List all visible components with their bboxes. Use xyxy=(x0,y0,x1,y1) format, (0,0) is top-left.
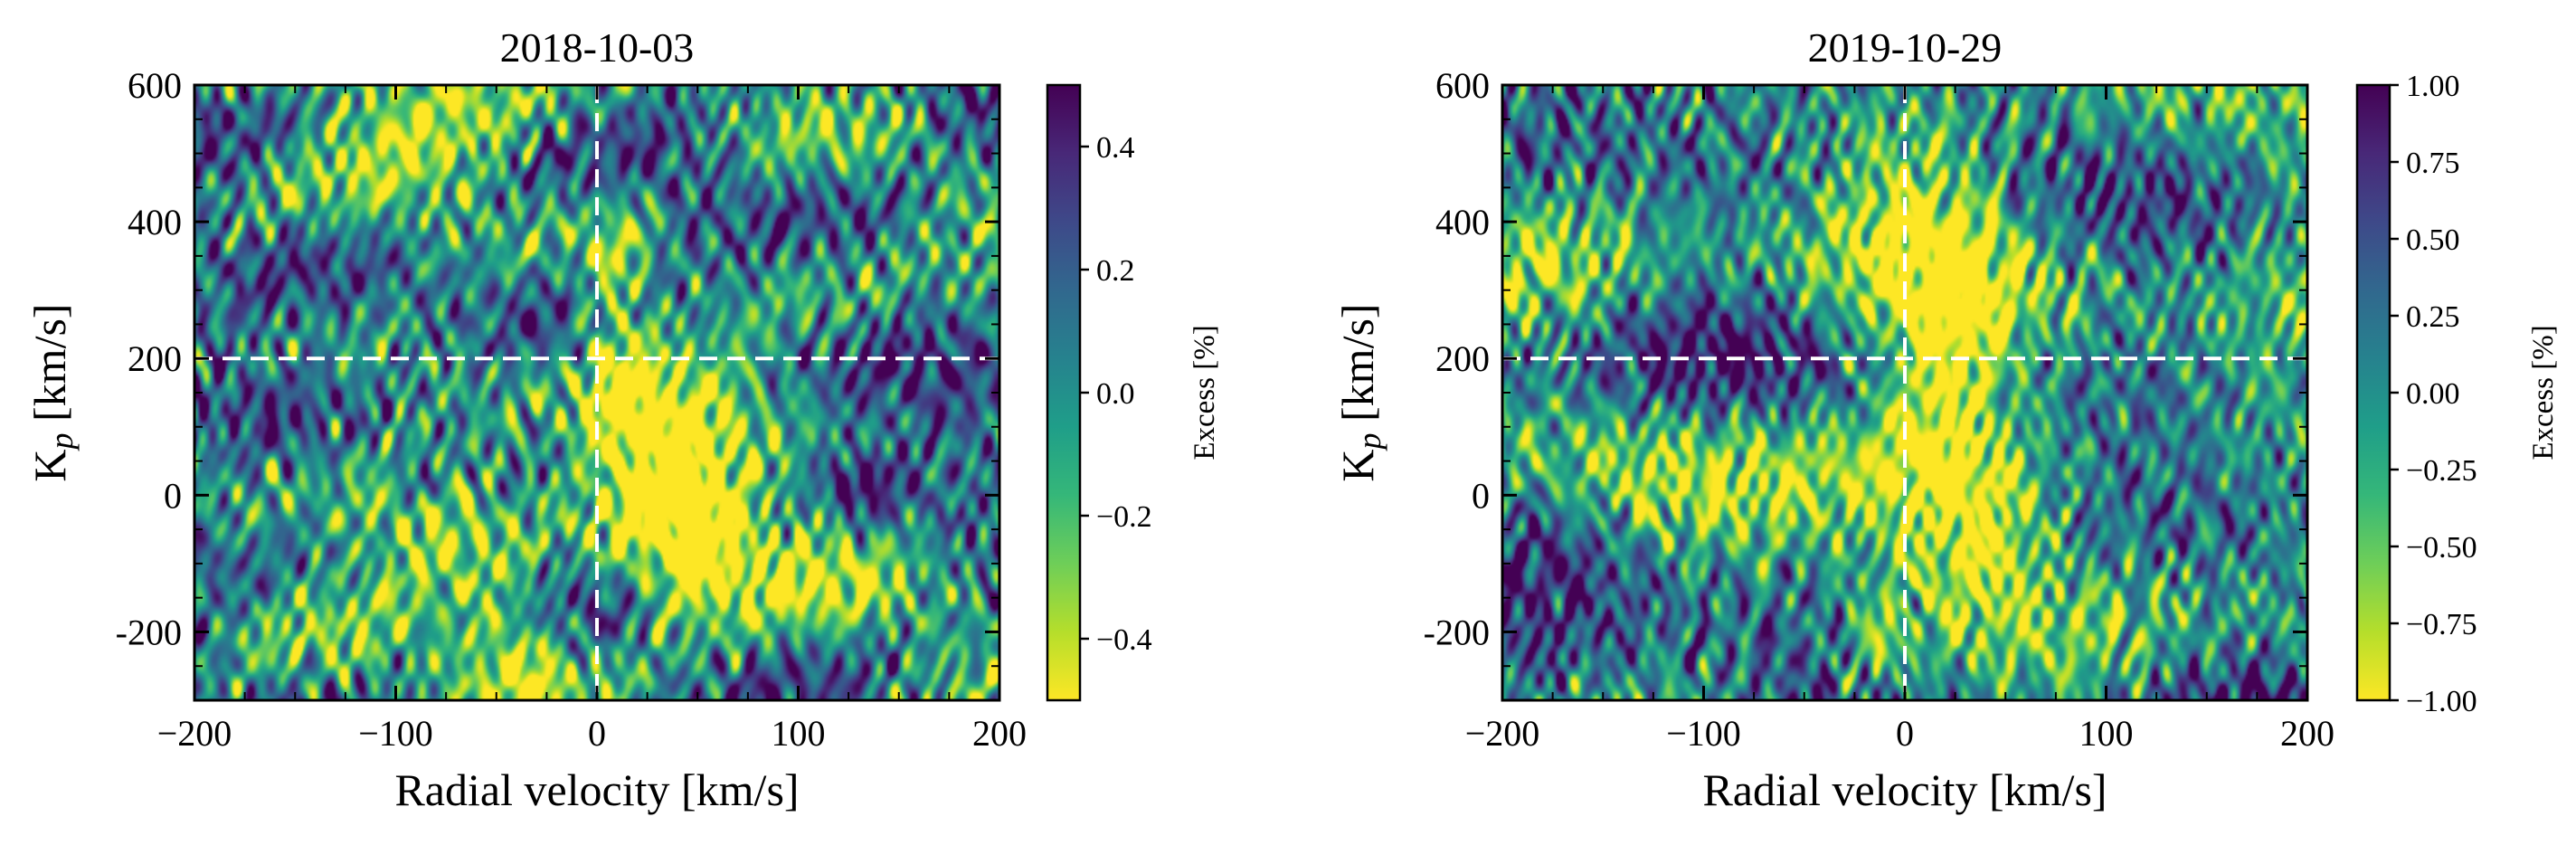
colorbar-tick-label: 0.00 xyxy=(2406,377,2460,411)
panel-2019: 2019-10-29 −200 −100 0 100 200 -200 0 200 400 600… xyxy=(1332,24,2560,815)
y-tick-label: 200 xyxy=(1435,338,1490,379)
x-tick-label: 200 xyxy=(972,713,1027,754)
panel-title: 2019-10-29 xyxy=(1808,24,2003,71)
colorbar-tick-label: 0.50 xyxy=(2406,223,2460,257)
colorbar xyxy=(1046,83,1082,702)
x-tick-label: −100 xyxy=(358,713,433,754)
colorbar-tick-label: 0.75 xyxy=(2406,147,2460,180)
colorbar-tick-label: −0.2 xyxy=(1096,500,1152,534)
y-axis-label: Kp [km/s] xyxy=(24,303,80,481)
panel-2018: 2018-10-03 −200 −100 0 100 200 -200 0 200 400 600… xyxy=(24,24,1221,815)
x-axis-label: Radial velocity [km/s] xyxy=(1702,764,2107,815)
colorbar-label: Excess [%] xyxy=(1189,325,1221,460)
x-tick-label: −200 xyxy=(157,713,232,754)
axis-ticks: −200 −100 0 100 200 -200 0 200 400 600 xyxy=(116,65,1027,754)
x-axis-label: Radial velocity [km/s] xyxy=(394,764,799,815)
x-tick-label: −100 xyxy=(1666,713,1741,754)
y-tick-label: 200 xyxy=(128,338,182,379)
x-tick-label: −200 xyxy=(1465,713,1540,754)
y-tick-label: 400 xyxy=(128,202,182,242)
y-tick-label: 400 xyxy=(1435,202,1490,242)
colorbar-tick-label: −1.00 xyxy=(2406,685,2477,718)
x-tick-label: 0 xyxy=(588,713,606,754)
x-tick-label: 100 xyxy=(772,713,826,754)
colorbar-tick-label: −0.25 xyxy=(2406,454,2477,488)
colorbar-tick-label: 0.25 xyxy=(2406,300,2460,334)
y-tick-label: -200 xyxy=(1424,612,1490,652)
x-tick-label: 0 xyxy=(1896,713,1914,754)
colorbar-tick-label: 0.4 xyxy=(1096,131,1135,165)
colorbar-tick-label: 1.00 xyxy=(2406,70,2460,103)
colorbar-tick-label: −0.4 xyxy=(1096,623,1152,657)
colorbar-tick-label: −0.50 xyxy=(2406,531,2477,565)
y-axis-label: Kp [km/s] xyxy=(1332,303,1387,481)
colorbar-label: Excess [%] xyxy=(2527,325,2560,460)
colorbar-tick-label: 0.2 xyxy=(1096,254,1135,288)
axis-ticks: −200 −100 0 100 200 -200 0 200 400 600 xyxy=(1424,65,2334,754)
y-tick-label: 0 xyxy=(1472,475,1490,516)
y-tick-label: 0 xyxy=(164,475,182,516)
colorbar-ticks: 1.00 0.75 0.50 0.25 0.00 −0.25 −0.50 −0.75 −1.00 xyxy=(2390,70,2477,718)
panel-title: 2018-10-03 xyxy=(500,24,695,71)
x-tick-label: 100 xyxy=(2079,713,2134,754)
colorbar-tick-label: 0.0 xyxy=(1096,377,1135,411)
colorbar-tick-label: −0.75 xyxy=(2406,608,2477,641)
y-tick-label: 600 xyxy=(1435,65,1490,106)
y-tick-label: 600 xyxy=(128,65,182,106)
colorbar-ticks: 0.4 0.2 0.0 −0.2 −0.4 xyxy=(1080,131,1152,657)
x-tick-label: 200 xyxy=(2280,713,2334,754)
y-tick-label: -200 xyxy=(116,612,182,652)
colorbar xyxy=(2355,83,2391,702)
